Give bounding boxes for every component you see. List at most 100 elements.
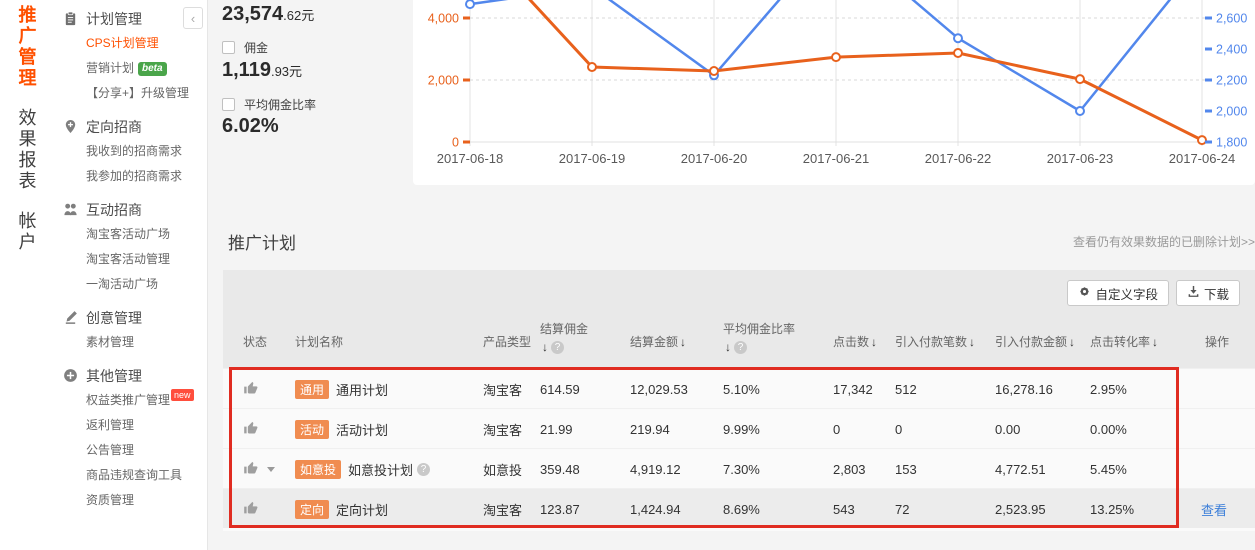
pay-amount-cell: 2,523.95 bbox=[995, 501, 1046, 517]
plan-type-badge: 通用 bbox=[295, 379, 330, 399]
product-type-cell: 淘宝客 bbox=[483, 382, 523, 398]
sidebar-item-2-2[interactable]: 一淘活动广场 bbox=[86, 277, 159, 291]
sidebar-collapse-button[interactable]: ‹ bbox=[183, 7, 203, 29]
column-header-5[interactable]: 平均佣金比率 ↓? bbox=[723, 322, 796, 354]
commission-cell: 614.59 bbox=[540, 381, 580, 397]
sidebar-group-title-2[interactable]: 互动招商 bbox=[55, 197, 208, 222]
cvr-cell: 0.00% bbox=[1090, 421, 1127, 437]
sidebar-group-title-3[interactable]: 创意管理 bbox=[55, 305, 208, 330]
commission-checkbox[interactable] bbox=[222, 41, 235, 54]
orders-cell: 72 bbox=[895, 501, 910, 517]
svg-text:2017-06-23: 2017-06-23 bbox=[1047, 151, 1114, 166]
sort-desc-icon[interactable]: ↓ bbox=[680, 335, 687, 349]
column-header-0: 状态 bbox=[243, 335, 268, 349]
sidebar-item-0-1[interactable]: 营销计划 beta bbox=[55, 56, 208, 81]
commission-checkbox-row[interactable]: 佣金 bbox=[222, 39, 268, 56]
sidebar-item-0-0[interactable]: CPS计划管理 bbox=[86, 36, 159, 50]
plan-type-badge: 活动 bbox=[295, 419, 330, 439]
sidebar-item-2-1[interactable]: 淘宝客活动管理 bbox=[86, 252, 171, 266]
rate-cell: 5.10% bbox=[723, 381, 760, 397]
status-cell bbox=[243, 409, 259, 449]
thumb-up-icon[interactable] bbox=[243, 421, 259, 437]
column-header-6[interactable]: 点击数 ↓ bbox=[833, 335, 878, 349]
svg-text:4,000: 4,000 bbox=[428, 11, 459, 25]
summary-stats: 23,574.62元 佣金 1,119.93元 平均佣金比率 6.02% bbox=[222, 0, 412, 185]
column-header-8[interactable]: 引入付款金额 ↓ bbox=[995, 335, 1076, 349]
sidebar-item-4-2[interactable]: 公告管理 bbox=[86, 443, 135, 457]
help-icon[interactable]: ? bbox=[734, 340, 747, 354]
sidebar-item-1-1[interactable]: 我参加的招商需求 bbox=[86, 169, 183, 183]
plan-name-cell: 定向 定向计划 bbox=[295, 489, 388, 529]
chevron-left-icon: ‹ bbox=[190, 10, 196, 26]
plan-name-cell: 通用 通用计划 bbox=[295, 369, 388, 409]
sidebar-item-0-2[interactable]: 【分享+】升级管理 bbox=[86, 86, 190, 100]
svg-text:2017-06-21: 2017-06-21 bbox=[803, 151, 870, 166]
clicks-cell: 0 bbox=[833, 421, 841, 437]
help-icon[interactable]: ? bbox=[551, 340, 564, 354]
sort-desc-icon[interactable]: ↓ bbox=[725, 340, 731, 354]
table-row: 定向 定向计划 淘宝客 123.87 1,424.94 8.69% 543 72 2,523.9… bbox=[223, 488, 1255, 528]
sidebar-item-3-0[interactable]: 素材管理 bbox=[86, 335, 135, 349]
svg-text:2017-06-18: 2017-06-18 bbox=[437, 151, 504, 166]
thumb-up-icon[interactable] bbox=[243, 461, 259, 477]
sidebar-group-title-1[interactable]: 定向招商 bbox=[55, 114, 208, 139]
sidebar-menu: 计划管理 CPS计划管理营销计划 beta 【分享+】升级管理定向招商我收到的招商需求… bbox=[55, 0, 208, 513]
sidebar-group-title-0[interactable]: 计划管理 bbox=[55, 6, 208, 31]
help-icon[interactable]: ? bbox=[417, 462, 431, 476]
svg-text:2017-06-22: 2017-06-22 bbox=[925, 151, 992, 166]
sort-desc-icon[interactable]: ↓ bbox=[969, 335, 976, 349]
avg-rate-checkbox[interactable] bbox=[222, 98, 235, 111]
stat-avg-rate: 6.02% bbox=[222, 115, 279, 137]
thumb-up-icon[interactable] bbox=[243, 381, 259, 397]
svg-text:1,800: 1,800 bbox=[1216, 135, 1247, 149]
sidebar-item-2-0[interactable]: 淘宝客活动广场 bbox=[86, 227, 171, 241]
sidebar-item-4-3[interactable]: 商品违规查询工具 bbox=[86, 468, 183, 482]
clipboard-icon bbox=[63, 11, 78, 26]
product-type-cell: 淘宝客 bbox=[483, 502, 523, 518]
sort-desc-icon[interactable]: ↓ bbox=[871, 335, 878, 349]
avg-rate-checkbox-label: 平均佣金比率 bbox=[244, 98, 317, 112]
svg-text:2,400: 2,400 bbox=[1216, 42, 1247, 56]
column-header-3[interactable]: 结算佣金 ↓? bbox=[540, 322, 589, 354]
vertical-nav-item-0[interactable]: 推广管理 bbox=[18, 5, 37, 88]
commission-cell: 359.48 bbox=[540, 461, 580, 477]
brush-icon bbox=[63, 310, 78, 325]
sidebar-item-4-1[interactable]: 返利管理 bbox=[86, 418, 135, 432]
new-badge: new bbox=[171, 389, 194, 401]
sort-desc-icon[interactable]: ↓ bbox=[1152, 335, 1159, 349]
trend-chart-card: 0 2,000 4,000 1,800 2,000 2,200 2,400 2,600 2017… bbox=[413, 0, 1255, 185]
orders-cell: 512 bbox=[895, 381, 917, 397]
avg-rate-checkbox-row[interactable]: 平均佣金比率 bbox=[222, 96, 316, 113]
customize-fields-button[interactable]: 自定义字段 bbox=[1067, 280, 1169, 306]
cvr-cell: 5.45% bbox=[1090, 461, 1127, 477]
cvr-cell: 2.95% bbox=[1090, 381, 1127, 397]
table-row: 活动 活动计划 淘宝客 21.99 219.94 9.99% 0 0 0.00 0.00% bbox=[223, 408, 1255, 448]
sort-desc-icon[interactable]: ↓ bbox=[542, 340, 548, 354]
sidebar-group-title-4[interactable]: 其他管理 bbox=[55, 363, 208, 388]
column-header-4[interactable]: 结算金额 ↓ bbox=[630, 335, 687, 349]
chevron-down-icon[interactable] bbox=[267, 466, 275, 472]
thumb-up-icon[interactable] bbox=[243, 501, 259, 517]
sidebar-item-4-4[interactable]: 资质管理 bbox=[86, 493, 135, 507]
sidebar-item-1-0[interactable]: 我收到的招商需求 bbox=[86, 144, 183, 158]
vertical-nav-item-2[interactable]: 帐户 bbox=[18, 211, 37, 252]
sort-desc-icon[interactable]: ↓ bbox=[1069, 335, 1076, 349]
download-button[interactable]: 下载 bbox=[1175, 280, 1240, 306]
column-header-9[interactable]: 点击转化率 ↓ bbox=[1090, 335, 1159, 349]
sidebar-item-4-0[interactable]: 权益类推广管理 new bbox=[55, 388, 208, 413]
view-link[interactable]: 查看 bbox=[1201, 502, 1228, 518]
pin-icon bbox=[63, 119, 78, 134]
column-header-7[interactable]: 引入付款笔数 ↓ bbox=[895, 335, 976, 349]
gear-icon bbox=[1078, 285, 1091, 301]
amount-cell: 12,029.53 bbox=[630, 381, 688, 397]
vertical-nav-item-1[interactable]: 效果报表 bbox=[18, 108, 37, 191]
deleted-plans-link[interactable]: 查看仍有效果数据的已删除计划>> bbox=[1073, 235, 1255, 249]
pay-amount-cell: 0.00 bbox=[995, 421, 1021, 437]
clicks-cell: 17,342 bbox=[833, 381, 873, 397]
commission-cell: 123.87 bbox=[540, 501, 580, 517]
status-cell bbox=[243, 369, 259, 409]
column-header-10: 操作 bbox=[1205, 335, 1230, 349]
product-type-cell: 如意投 bbox=[483, 462, 523, 478]
sidebar: 推广管理效果报表帐户 计划管理 CPS计划管理营销计划 beta 【分享+】升级管理定… bbox=[0, 0, 208, 550]
